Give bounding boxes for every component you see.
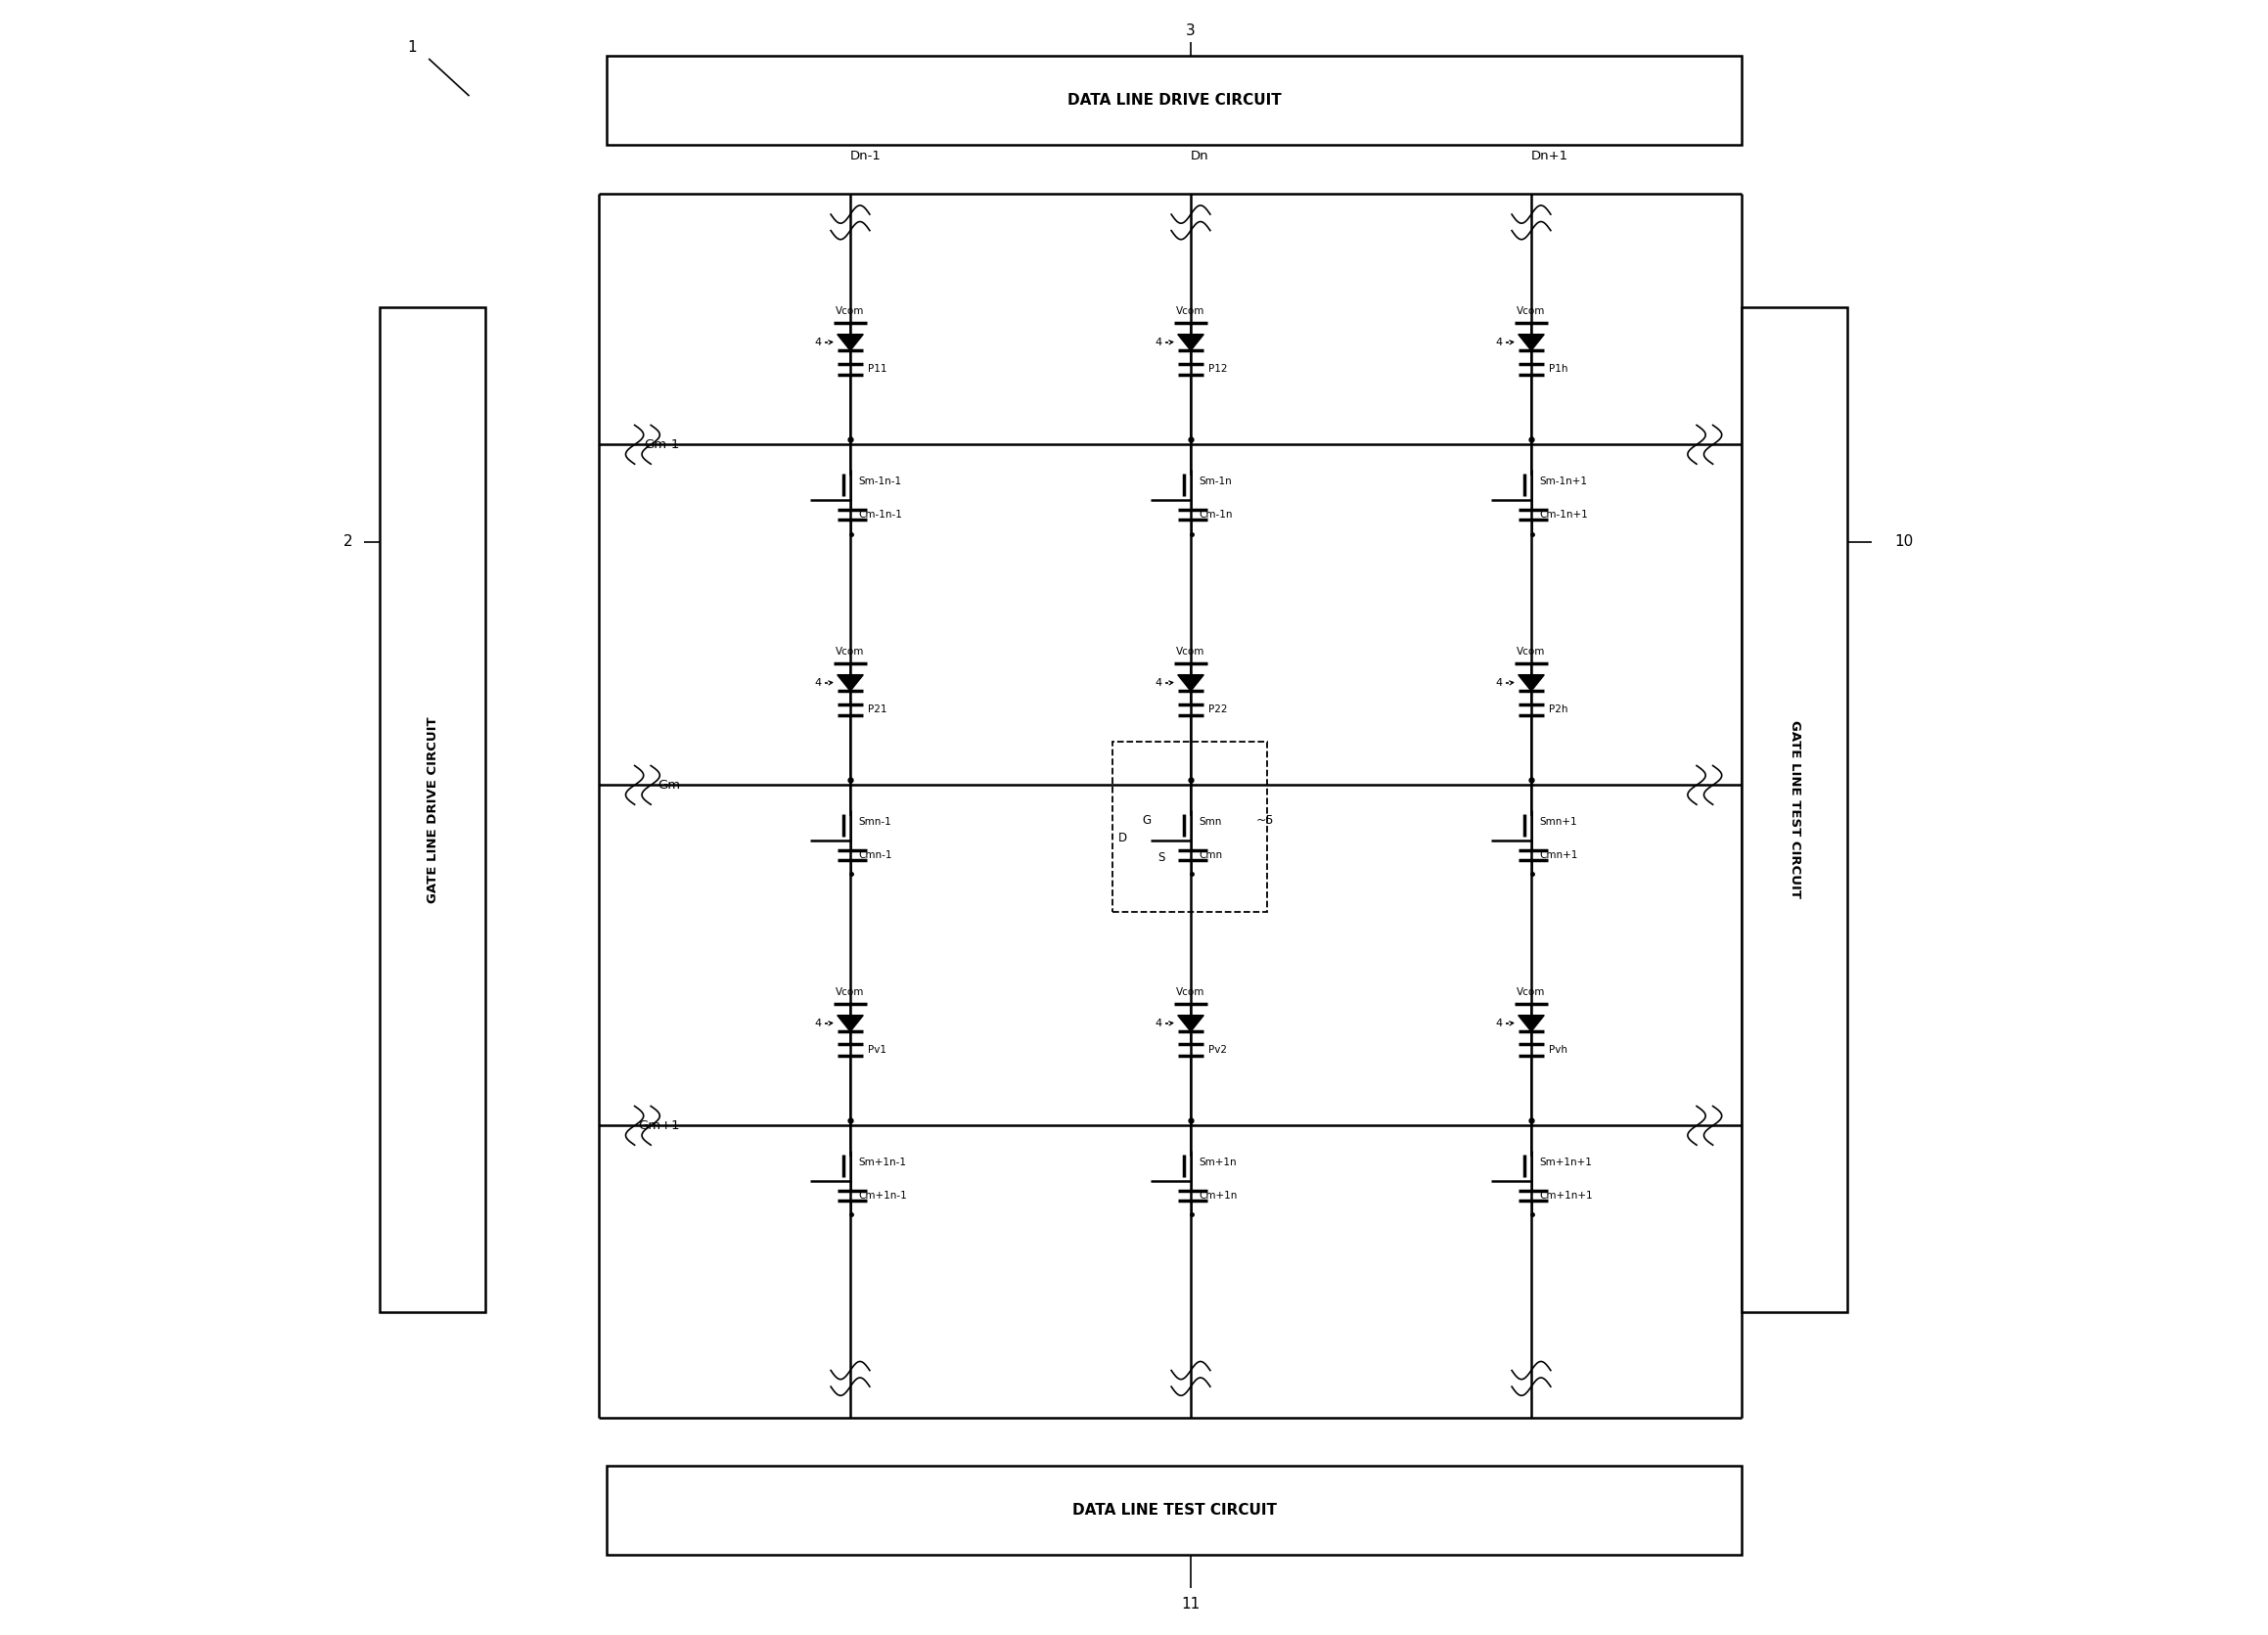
- Text: Cmn-1: Cmn-1: [857, 850, 891, 860]
- Polygon shape: [837, 1015, 864, 1032]
- Text: Smn+1: Smn+1: [1540, 818, 1576, 827]
- Polygon shape: [1177, 1015, 1204, 1032]
- Bar: [608, 56, 1742, 144]
- Text: Vcom: Vcom: [1517, 307, 1545, 317]
- Text: Vcom: Vcom: [1517, 647, 1545, 657]
- Text: Dn: Dn: [1191, 150, 1209, 162]
- Text: Pv1: Pv1: [869, 1045, 887, 1055]
- Polygon shape: [837, 334, 864, 350]
- Bar: [1114, 741, 1268, 912]
- Polygon shape: [837, 675, 864, 692]
- Text: Gm+1: Gm+1: [637, 1120, 680, 1131]
- Text: P11: P11: [869, 365, 887, 374]
- Polygon shape: [1177, 675, 1204, 692]
- Text: Sm-1n-1: Sm-1n-1: [857, 477, 903, 487]
- Text: Cm+1n+1: Cm+1n+1: [1540, 1190, 1592, 1200]
- Text: P22: P22: [1209, 705, 1227, 714]
- Polygon shape: [1517, 675, 1545, 692]
- Text: Gm: Gm: [658, 778, 680, 791]
- Text: 4: 4: [814, 679, 821, 688]
- Text: D: D: [1118, 832, 1127, 844]
- Text: Vcom: Vcom: [1177, 307, 1204, 317]
- Text: Sm+1n-1: Sm+1n-1: [857, 1158, 907, 1167]
- Text: GATE LINE TEST CIRCUIT: GATE LINE TEST CIRCUIT: [1789, 721, 1801, 898]
- Polygon shape: [1517, 334, 1545, 350]
- Text: Vcom: Vcom: [837, 988, 864, 997]
- Text: 4: 4: [1495, 679, 1501, 688]
- Text: Pv2: Pv2: [1209, 1045, 1227, 1055]
- Text: 4: 4: [814, 337, 821, 347]
- Text: 3: 3: [1186, 25, 1195, 39]
- Text: DATA LINE TEST CIRCUIT: DATA LINE TEST CIRCUIT: [1073, 1503, 1277, 1517]
- Text: 2: 2: [342, 535, 352, 549]
- Text: Cm-1n-1: Cm-1n-1: [857, 510, 903, 520]
- Text: Vcom: Vcom: [1177, 647, 1204, 657]
- Text: 4: 4: [1154, 337, 1161, 347]
- Text: Sm-1n+1: Sm-1n+1: [1540, 477, 1588, 487]
- Text: Dn+1: Dn+1: [1531, 150, 1569, 162]
- Text: S: S: [1159, 852, 1166, 865]
- Text: Vcom: Vcom: [1177, 988, 1204, 997]
- Text: Cm-1n+1: Cm-1n+1: [1540, 510, 1588, 520]
- Text: Sm+1n: Sm+1n: [1200, 1158, 1236, 1167]
- Text: Smn-1: Smn-1: [857, 818, 891, 827]
- Text: G: G: [1143, 814, 1152, 827]
- Text: Pvh: Pvh: [1549, 1045, 1567, 1055]
- Text: 4: 4: [814, 1019, 821, 1028]
- Text: 4: 4: [1495, 1019, 1501, 1028]
- Text: 1: 1: [408, 39, 417, 54]
- Text: Dn-1: Dn-1: [850, 150, 882, 162]
- Text: Smn: Smn: [1200, 818, 1222, 827]
- Text: 4: 4: [1495, 337, 1501, 347]
- Polygon shape: [1177, 334, 1204, 350]
- Text: P12: P12: [1209, 365, 1227, 374]
- Text: Vcom: Vcom: [1517, 988, 1545, 997]
- Text: GATE LINE DRIVE CIRCUIT: GATE LINE DRIVE CIRCUIT: [426, 716, 440, 903]
- Text: 10: 10: [1894, 535, 1914, 549]
- Bar: [381, 307, 485, 1311]
- Text: Sm-1n: Sm-1n: [1200, 477, 1232, 487]
- Text: 4: 4: [1154, 679, 1161, 688]
- Text: Gm-1: Gm-1: [644, 438, 680, 451]
- Text: Vcom: Vcom: [837, 307, 864, 317]
- Text: 11: 11: [1182, 1596, 1200, 1610]
- Text: Cm+1n-1: Cm+1n-1: [857, 1190, 907, 1200]
- Text: P2h: P2h: [1549, 705, 1567, 714]
- Text: Cmn+1: Cmn+1: [1540, 850, 1579, 860]
- Text: DATA LINE DRIVE CIRCUIT: DATA LINE DRIVE CIRCUIT: [1068, 93, 1281, 108]
- Bar: [1742, 307, 1848, 1311]
- Text: Cm-1n: Cm-1n: [1200, 510, 1232, 520]
- Text: P1h: P1h: [1549, 365, 1567, 374]
- Text: Sm+1n+1: Sm+1n+1: [1540, 1158, 1592, 1167]
- Text: Cm+1n: Cm+1n: [1200, 1190, 1238, 1200]
- Bar: [608, 1467, 1742, 1555]
- Text: 4: 4: [1154, 1019, 1161, 1028]
- Text: Cmn: Cmn: [1200, 850, 1222, 860]
- Polygon shape: [1517, 1015, 1545, 1032]
- Text: ~5: ~5: [1256, 814, 1275, 827]
- Text: P21: P21: [869, 705, 887, 714]
- Text: Vcom: Vcom: [837, 647, 864, 657]
